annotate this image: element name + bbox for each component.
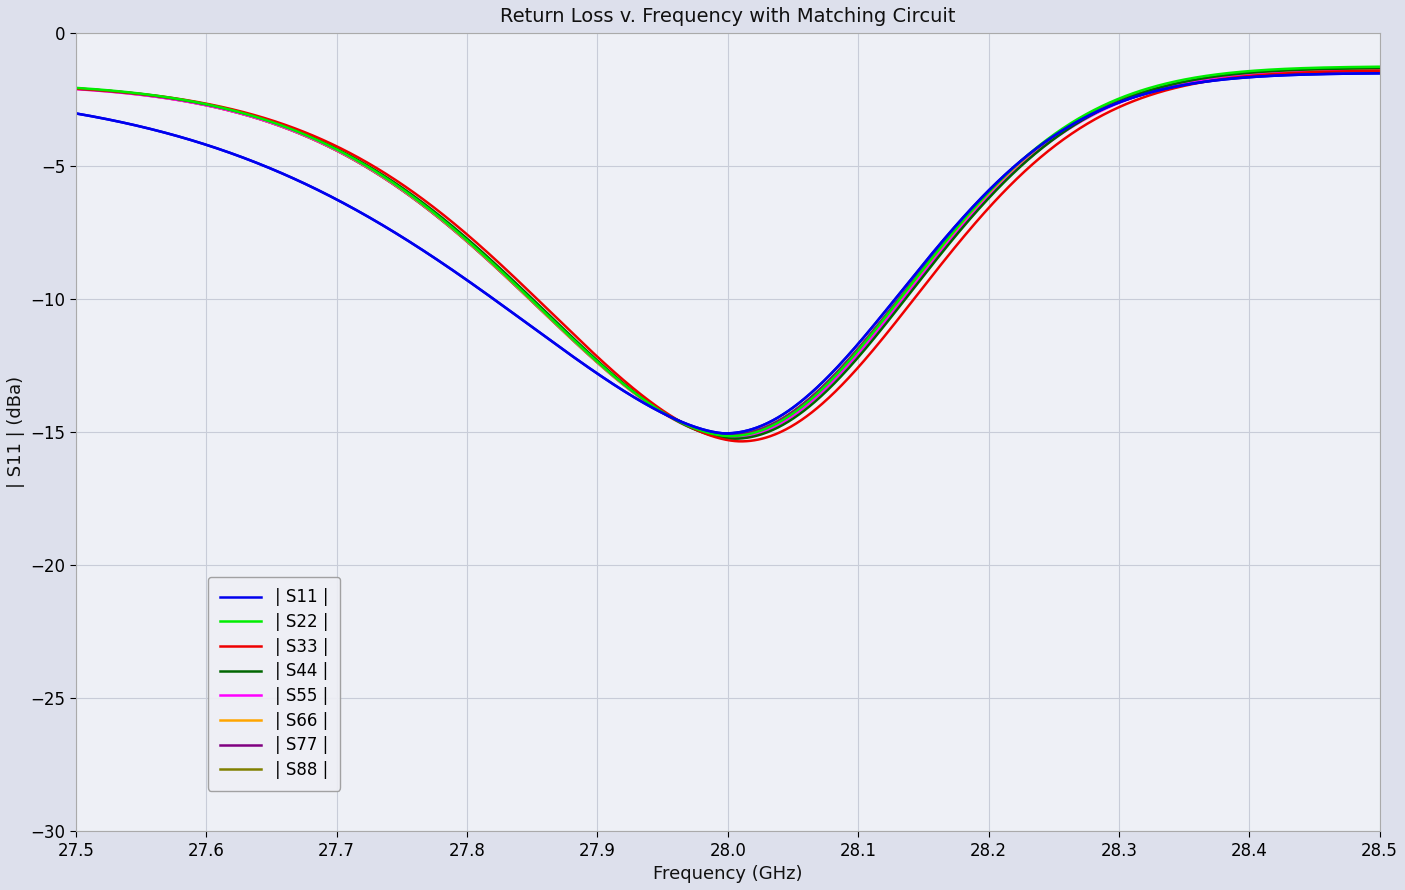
| S11 | [201, 141, 218, 151]
| S22 | [1371, 61, 1388, 72]
| S55 | [724, 432, 740, 442]
| S44 | [1086, 109, 1103, 119]
| S44 | [67, 83, 84, 93]
| S11 | [718, 428, 735, 439]
| S88 | [67, 83, 84, 93]
| S22 | [67, 83, 84, 93]
| S44 | [726, 433, 743, 444]
| S77 | [1371, 65, 1388, 76]
| S77 | [964, 205, 981, 215]
Title: Return Loss v. Frequency with Matching Circuit: Return Loss v. Frequency with Matching C… [500, 7, 955, 26]
| S77 | [1086, 107, 1103, 117]
| S22 | [201, 100, 218, 110]
| S88 | [1371, 64, 1388, 75]
Line: | S88 |: | S88 | [76, 69, 1380, 434]
| S44 | [201, 100, 218, 110]
| S55 | [1371, 65, 1388, 76]
| S66 | [1371, 65, 1388, 76]
| S11 | [67, 108, 84, 118]
| S22 | [594, 361, 611, 372]
| S33 | [1086, 115, 1103, 125]
| S44 | [1371, 62, 1388, 73]
| S55 | [1086, 109, 1103, 120]
| S33 | [67, 84, 84, 94]
| S44 | [1109, 97, 1125, 108]
| S33 | [1109, 102, 1125, 113]
| S44 | [964, 211, 981, 222]
| S33 | [1371, 66, 1388, 77]
Line: | S22 |: | S22 | [76, 67, 1380, 436]
| S77 | [721, 430, 738, 441]
| S22 | [722, 431, 739, 441]
| S88 | [721, 429, 738, 440]
| S55 | [964, 209, 981, 220]
| S22 | [964, 205, 981, 215]
| S66 | [67, 84, 84, 94]
Legend: | S11 |, | S22 |, | S33 |, | S44 |, | S55 |, | S66 |, | S77 |, | S88 |: | S11 |, | S22 |, | S33 |, | S44 |, | S5… [208, 577, 340, 791]
Line: | S66 |: | S66 | [76, 70, 1380, 437]
| S88 | [1086, 107, 1103, 117]
| S55 | [1109, 98, 1125, 109]
Line: | S11 |: | S11 | [76, 73, 1380, 433]
Line: | S44 |: | S44 | [76, 68, 1380, 439]
| S66 | [1086, 108, 1103, 118]
| S88 | [594, 361, 611, 372]
| S11 | [964, 202, 981, 213]
| S22 | [642, 399, 659, 409]
| S77 | [642, 399, 659, 409]
Y-axis label: | S11 | (dBa): | S11 | (dBa) [7, 376, 25, 488]
| S66 | [964, 207, 981, 218]
| S33 | [733, 436, 750, 447]
| S22 | [1086, 105, 1103, 116]
| S11 | [642, 401, 659, 412]
| S11 | [1371, 68, 1388, 78]
| S22 | [1109, 94, 1125, 105]
| S44 | [642, 399, 659, 409]
| S33 | [642, 396, 659, 407]
| S88 | [964, 205, 981, 215]
| S66 | [594, 362, 611, 373]
| S77 | [1109, 96, 1125, 107]
Line: | S55 |: | S55 | [76, 70, 1380, 437]
| S33 | [201, 99, 218, 109]
| S77 | [67, 84, 84, 94]
| S55 | [594, 361, 611, 372]
| S77 | [594, 362, 611, 373]
| S88 | [1109, 96, 1125, 107]
| S66 | [642, 400, 659, 410]
X-axis label: Frequency (GHz): Frequency (GHz) [653, 865, 802, 883]
| S88 | [201, 101, 218, 111]
| S55 | [201, 101, 218, 111]
| S88 | [642, 399, 659, 409]
| S55 | [67, 84, 84, 94]
| S33 | [594, 357, 611, 368]
| S66 | [722, 432, 739, 442]
| S33 | [964, 221, 981, 231]
| S66 | [201, 101, 218, 111]
| S11 | [594, 372, 611, 383]
Line: | S33 |: | S33 | [76, 71, 1380, 441]
Line: | S77 |: | S77 | [76, 70, 1380, 435]
| S77 | [201, 101, 218, 111]
| S11 | [1086, 108, 1103, 118]
| S44 | [594, 360, 611, 371]
| S11 | [1109, 98, 1125, 109]
| S66 | [1109, 97, 1125, 108]
| S55 | [642, 399, 659, 409]
